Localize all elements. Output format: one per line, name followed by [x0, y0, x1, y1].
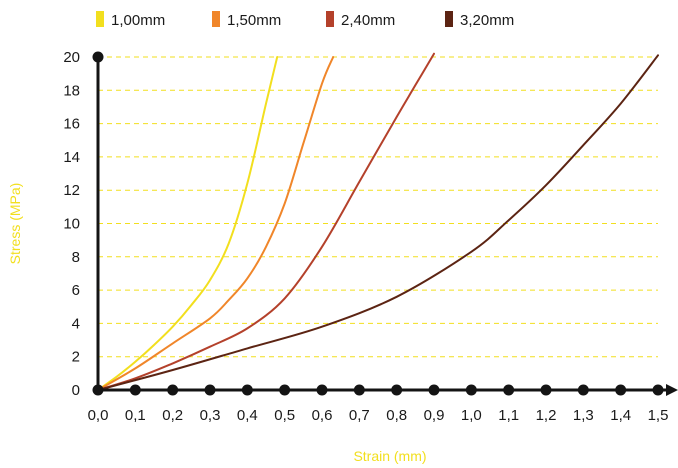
- gridlines: [98, 56, 658, 358]
- y-axis-end-dot: [92, 51, 104, 63]
- x-tick-dot: [391, 384, 403, 396]
- series-lines: [97, 52, 659, 391]
- x-tick-dot: [615, 384, 627, 396]
- x-tick-label: 1,2: [536, 407, 557, 424]
- x-tick-label: 0,0: [88, 407, 109, 424]
- x-tick-label: 0,5: [274, 407, 295, 424]
- series-line: [97, 54, 659, 391]
- x-tick-label: 0,1: [125, 407, 146, 424]
- x-tick-dot: [241, 384, 253, 396]
- legend-swatch: [212, 11, 220, 27]
- x-axis-arrow-icon: [666, 384, 678, 396]
- x-tick-label: 0,9: [424, 407, 445, 424]
- legend-label: 1,50mm: [227, 12, 281, 29]
- legend-swatch: [96, 11, 104, 27]
- x-tick-dot: [540, 384, 552, 396]
- x-tick-dot: [577, 384, 589, 396]
- series-line: [97, 52, 435, 391]
- x-tick-label: 0,4: [237, 407, 258, 424]
- legend-label: 3,20mm: [460, 12, 514, 29]
- x-tick-dot: [652, 384, 664, 396]
- x-tick-label: 0,7: [349, 407, 370, 424]
- y-axis-title: Stress (MPa): [7, 183, 23, 265]
- x-tick-dot: [92, 384, 104, 396]
- y-tick-label: 14: [63, 149, 80, 166]
- series-line: [97, 56, 279, 391]
- x-tick-label: 1,5: [648, 407, 669, 424]
- y-tick-label: 20: [63, 49, 80, 66]
- y-tick-label: 8: [72, 249, 80, 266]
- y-tick-label: 18: [63, 82, 80, 99]
- tick-labels: 0 2 4 6 8 10 12 14 16 18 20 0,0 0,1 0,2 0,3 0,4 0,5 0,6 0,…: [63, 49, 668, 424]
- x-tick-dot: [353, 384, 365, 396]
- x-tick-dot: [204, 384, 216, 396]
- y-tick-label: 6: [72, 282, 80, 299]
- y-tick-label: 12: [63, 182, 80, 199]
- y-tick-label: 4: [72, 315, 80, 332]
- x-tick-label: 1,3: [573, 407, 594, 424]
- legend-label: 2,40mm: [341, 12, 395, 29]
- y-tick-label: 16: [63, 116, 80, 133]
- y-tick-label: 2: [72, 349, 80, 366]
- x-tick-label: 0,6: [312, 407, 333, 424]
- x-tick-label: 0,3: [200, 407, 221, 424]
- legend: 1,00mm 1,50mm 2,40mm 3,20mm: [96, 11, 514, 29]
- x-tick-label: 1,0: [461, 407, 482, 424]
- x-axis-title: Strain (mm): [353, 448, 426, 464]
- y-tick-label: 0: [72, 382, 80, 399]
- series-line: [97, 56, 335, 391]
- x-tick-dot: [129, 384, 141, 396]
- x-tick-dot: [316, 384, 328, 396]
- x-tick-label: 1,4: [610, 407, 631, 424]
- legend-label: 1,00mm: [111, 12, 165, 29]
- x-tick-dot: [428, 384, 440, 396]
- x-tick-label: 0,8: [386, 407, 407, 424]
- x-tick-dot: [167, 384, 179, 396]
- x-tick-dot: [503, 384, 515, 396]
- axes: [92, 51, 678, 396]
- legend-swatch: [445, 11, 453, 27]
- y-tick-label: 10: [63, 216, 80, 233]
- x-tick-label: 0,2: [162, 407, 183, 424]
- x-tick-dot: [465, 384, 477, 396]
- x-tick-dot: [279, 384, 291, 396]
- legend-swatch: [326, 11, 334, 27]
- x-tick-label: 1,1: [498, 407, 519, 424]
